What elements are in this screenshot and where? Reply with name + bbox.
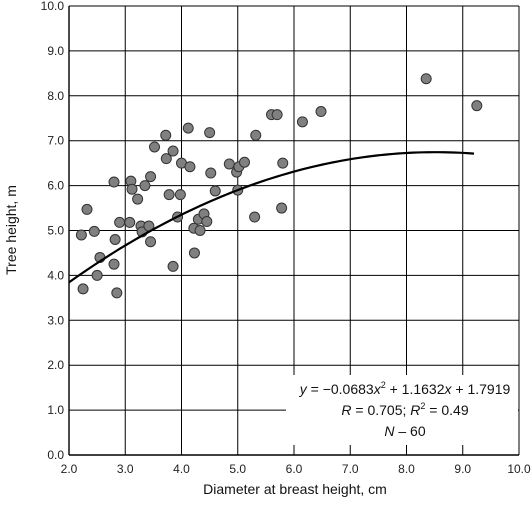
- data-point: [271, 109, 283, 121]
- data-point: [139, 180, 151, 192]
- data-point: [111, 287, 123, 299]
- data-point: [174, 189, 186, 201]
- x-tick-label: 8.0: [398, 462, 415, 476]
- data-point: [204, 127, 216, 139]
- data-point: [471, 100, 483, 112]
- y-tick-label: 10.0: [41, 0, 65, 13]
- data-point: [88, 225, 100, 237]
- data-point: [194, 225, 206, 236]
- data-point: [277, 157, 289, 169]
- data-point: [124, 216, 136, 228]
- data-point: [91, 269, 103, 281]
- y-tick-label: 9.0: [47, 44, 64, 58]
- data-point: [182, 122, 194, 134]
- grid-lines: [68, 5, 520, 456]
- y-tick-label: 7.0: [47, 134, 64, 148]
- data-point: [126, 183, 138, 195]
- data-point: [296, 116, 308, 128]
- data-point: [145, 236, 157, 248]
- y-tick-label: 8.0: [47, 89, 64, 103]
- data-point: [167, 260, 179, 272]
- equation-line-3: N – 60: [384, 423, 425, 439]
- data-point: [239, 156, 250, 168]
- data-point: [223, 158, 235, 170]
- x-tick-label: 6.0: [286, 462, 303, 476]
- x-tick-label: 2.0: [61, 462, 78, 476]
- y-tick-label: 2.0: [47, 358, 64, 372]
- y-tick-label: 5.0: [47, 224, 64, 238]
- data-point: [149, 141, 160, 153]
- data-point: [132, 193, 144, 205]
- equation-line-1: y = −0.0683x2 + 1.1632x + 1.7919: [299, 380, 511, 397]
- data-point: [145, 171, 157, 183]
- data-point: [209, 185, 221, 197]
- data-point: [167, 145, 179, 157]
- y-axis-label: Tree height, m: [3, 185, 19, 275]
- data-point: [420, 73, 432, 85]
- data-point: [108, 176, 120, 188]
- axes: [68, 6, 519, 456]
- x-tick-labels: 2.0 3.0 4.0 5.0 6.0 7.0 8.0 9.0 10.0: [61, 462, 531, 476]
- y-tick-labels: 0.0 1.0 2.0 3.0 4.0 5.0 6.0 7.0 8.0 9.0 10.0: [41, 0, 65, 462]
- data-point: [205, 167, 217, 179]
- x-tick-label: 5.0: [229, 462, 246, 476]
- x-axis-label: Diameter at breast height, cm: [203, 481, 387, 497]
- y-tick-label: 4.0: [47, 268, 64, 282]
- data-point: [108, 258, 120, 270]
- x-tick-label: 10.0: [507, 462, 531, 476]
- y-tick-label: 3.0: [47, 313, 64, 327]
- data-point: [109, 233, 121, 245]
- y-tick-label: 1.0: [47, 403, 64, 417]
- data-point: [75, 229, 87, 241]
- x-tick-label: 3.0: [117, 462, 134, 476]
- y-tick-label: 0.0: [47, 448, 64, 462]
- data-point: [249, 211, 261, 223]
- data-point: [188, 247, 200, 259]
- x-tick-label: 7.0: [342, 462, 359, 476]
- x-tick-label: 9.0: [454, 462, 471, 476]
- data-point: [201, 216, 213, 228]
- data-point: [163, 189, 175, 201]
- data-point: [114, 216, 126, 228]
- data-point: [160, 129, 172, 141]
- data-point: [81, 203, 93, 215]
- trend-curve: [68, 151, 475, 284]
- x-tick-label: 4.0: [173, 462, 190, 476]
- data-point: [315, 106, 327, 118]
- equation-box: [286, 375, 518, 445]
- equation-line-2: R = 0.705; R2 = 0.49: [341, 401, 468, 418]
- data-point: [184, 161, 196, 173]
- y-tick-label: 6.0: [47, 179, 64, 193]
- data-point: [77, 283, 89, 295]
- data-point: [276, 202, 288, 214]
- data-point: [250, 129, 262, 141]
- data-point: [160, 153, 172, 165]
